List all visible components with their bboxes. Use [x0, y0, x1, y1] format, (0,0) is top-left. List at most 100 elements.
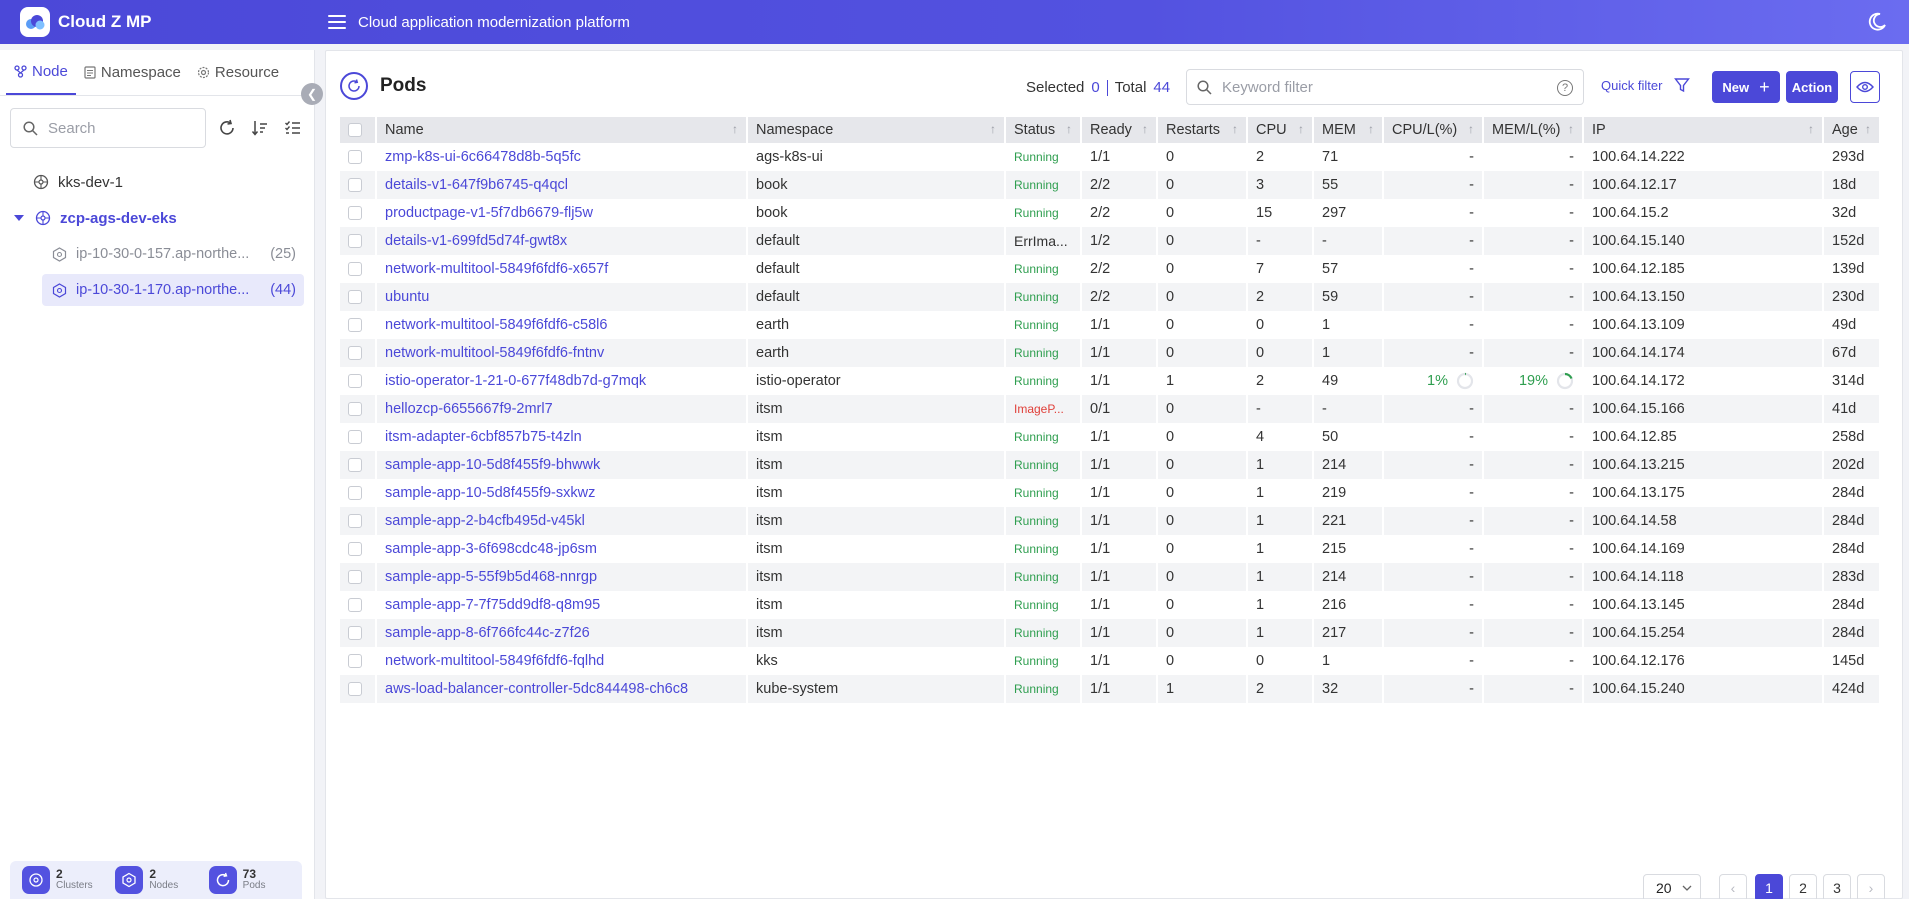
pod-name-link[interactable]: details-v1-699fd5d74f-gwt8x — [385, 233, 568, 249]
view-toggle-button[interactable] — [1850, 71, 1880, 103]
table-row[interactable]: sample-app-5-55f9b5d468-nnrgp itsm Running… — [340, 563, 1880, 591]
prev-page-button[interactable]: ‹ — [1719, 874, 1747, 899]
help-icon[interactable]: ? — [1557, 80, 1573, 96]
table-row[interactable]: aws-load-balancer-controller-5dc844498-c… — [340, 675, 1880, 703]
next-page-button[interactable]: › — [1857, 874, 1885, 899]
table-row[interactable]: sample-app-8-6f766fc44c-z7f26 itsm Running… — [340, 619, 1880, 647]
row-checkbox[interactable] — [348, 150, 362, 165]
pod-name-link[interactable]: sample-app-2-b4cfb495d-v45kl — [385, 513, 585, 529]
refresh-icon[interactable] — [216, 116, 239, 140]
sort-arrow-icon[interactable]: ↑ — [732, 122, 738, 136]
table-row[interactable]: network-multitool-5849f6fdf6-c58l6 earth R… — [340, 311, 1880, 339]
refresh-icon[interactable] — [340, 72, 368, 100]
tree-node-1[interactable]: ip-10-30-0-157.ap-northe... (25) — [42, 238, 304, 270]
keyword-filter-input[interactable] — [1222, 78, 1552, 96]
table-row[interactable]: details-v1-647f9b6745-q4qcl book Running 2/… — [340, 171, 1880, 199]
pod-name-link[interactable]: sample-app-3-6f698cdc48-jp6sm — [385, 541, 597, 557]
table-row[interactable]: hellozcp-6655667f9-2mrl7 itsm ImageP... 0/1… — [340, 395, 1880, 423]
page-button-1[interactable]: 1 — [1755, 874, 1783, 899]
pod-name-link[interactable]: sample-app-10-5d8f455f9-bhwwk — [385, 457, 601, 473]
row-checkbox[interactable] — [348, 570, 362, 585]
caret-down-icon[interactable] — [14, 215, 24, 221]
keyword-filter-box[interactable]: ? — [1186, 69, 1584, 105]
row-checkbox[interactable] — [348, 458, 362, 473]
col-status[interactable]: Status ↑ — [1005, 117, 1082, 143]
checklist-icon[interactable] — [281, 116, 304, 140]
table-row[interactable]: details-v1-699fd5d74f-gwt8x default ErrIma… — [340, 227, 1880, 255]
table-row[interactable]: network-multitool-5849f6fdf6-fqlhd kks Run… — [340, 647, 1880, 675]
sort-arrow-icon[interactable]: ↑ — [1298, 122, 1304, 136]
row-checkbox[interactable] — [348, 262, 362, 277]
hamburger-menu-icon[interactable] — [326, 13, 348, 31]
col-ready[interactable]: Ready ↑ — [1081, 117, 1158, 143]
pod-name-link[interactable]: itsm-adapter-6cbf857b75-t4zln — [385, 429, 582, 445]
pod-name-link[interactable]: sample-app-10-5d8f455f9-sxkwz — [385, 485, 596, 501]
row-checkbox[interactable] — [348, 374, 362, 389]
col-ip[interactable]: IP ↑ — [1583, 117, 1824, 143]
page-button-3[interactable]: 3 — [1823, 874, 1851, 899]
pod-name-link[interactable]: sample-app-7-7f75dd9df8-q8m95 — [385, 597, 601, 613]
sort-arrow-icon[interactable]: ↑ — [1808, 122, 1814, 136]
col-restarts[interactable]: Restarts ↑ — [1157, 117, 1248, 143]
table-row[interactable]: productpage-v1-5f7db6679-flj5w book Runnin… — [340, 199, 1880, 227]
pod-name-link[interactable]: productpage-v1-5f7db6679-flj5w — [385, 205, 593, 221]
pod-name-link[interactable]: details-v1-647f9b6745-q4qcl — [385, 177, 568, 193]
row-checkbox[interactable] — [348, 682, 362, 697]
table-row[interactable]: zmp-k8s-ui-6c66478d8b-5q5fc ags-k8s-ui Run… — [340, 143, 1880, 171]
collapse-sidebar-icon[interactable]: ❮ — [301, 83, 323, 105]
row-checkbox[interactable] — [348, 654, 362, 669]
pod-name-link[interactable]: aws-load-balancer-controller-5dc844498-c… — [385, 681, 689, 697]
col-namespace[interactable]: Namespace ↑ — [747, 117, 1006, 143]
pod-name-link[interactable]: ubuntu — [385, 289, 430, 305]
brand[interactable]: Cloud Z MP — [0, 0, 316, 44]
row-checkbox[interactable] — [348, 318, 362, 333]
page-button-2[interactable]: 2 — [1789, 874, 1817, 899]
sort-arrow-icon[interactable]: ↑ — [1368, 122, 1374, 136]
col-mem[interactable]: MEM ↑ — [1313, 117, 1384, 143]
sort-arrow-icon[interactable]: ↑ — [1232, 122, 1238, 136]
quick-filter-button[interactable]: Quick filter — [1601, 77, 1691, 93]
row-checkbox[interactable] — [348, 234, 362, 249]
tab-namespace[interactable]: Namespace — [76, 50, 189, 95]
stat-pods[interactable]: 73 Pods — [208, 866, 302, 894]
row-checkbox[interactable] — [348, 626, 362, 641]
sort-arrow-icon[interactable]: ↑ — [1066, 122, 1072, 136]
row-checkbox[interactable] — [348, 542, 362, 557]
table-row[interactable]: ubuntu default Running 2/2 0 2 59 - - 100.64.13.1… — [340, 283, 1880, 311]
row-checkbox[interactable] — [348, 206, 362, 221]
tree-node-2[interactable]: ip-10-30-1-170.ap-northe... (44) — [42, 274, 304, 306]
row-checkbox[interactable] — [348, 346, 362, 361]
pod-name-link[interactable]: sample-app-5-55f9b5d468-nnrgp — [385, 569, 598, 585]
select-all-checkbox[interactable] — [348, 123, 362, 138]
row-checkbox[interactable] — [348, 598, 362, 613]
table-row[interactable]: network-multitool-5849f6fdf6-fntnv earth R… — [340, 339, 1880, 367]
row-checkbox[interactable] — [348, 290, 362, 305]
table-row[interactable]: sample-app-2-b4cfb495d-v45kl itsm Running 1… — [340, 507, 1880, 535]
col-age[interactable]: Age ↑ — [1823, 117, 1881, 143]
table-row[interactable]: itsm-adapter-6cbf857b75-t4zln itsm Running… — [340, 423, 1880, 451]
sort-arrow-icon[interactable]: ↑ — [1468, 122, 1474, 136]
pod-name-link[interactable]: hellozcp-6655667f9-2mrl7 — [385, 401, 553, 417]
col-mem-limit[interactable]: MEM/L(%) ↑ — [1483, 117, 1584, 143]
col-cpu-limit[interactable]: CPU/L(%) ↑ — [1383, 117, 1484, 143]
pod-name-link[interactable]: sample-app-8-6f766fc44c-z7f26 — [385, 625, 590, 641]
pod-name-link[interactable]: network-multitool-5849f6fdf6-fqlhd — [385, 653, 605, 669]
table-row[interactable]: sample-app-7-7f75dd9df8-q8m95 itsm Running… — [340, 591, 1880, 619]
table-row[interactable]: sample-app-10-5d8f455f9-bhwwk itsm Running… — [340, 451, 1880, 479]
tab-resource[interactable]: Resource — [189, 50, 287, 95]
moon-icon[interactable] — [1867, 12, 1887, 32]
table-row[interactable]: istio-operator-1-21-0-677f48db7d-g7mqk is… — [340, 367, 1880, 395]
sort-arrow-icon[interactable]: ↑ — [1865, 122, 1871, 136]
page-size-select[interactable]: 20 — [1643, 874, 1701, 899]
pod-name-link[interactable]: network-multitool-5849f6fdf6-c58l6 — [385, 317, 608, 333]
table-row[interactable]: sample-app-10-5d8f455f9-sxkwz itsm Running… — [340, 479, 1880, 507]
table-row[interactable]: sample-app-3-6f698cdc48-jp6sm itsm Running… — [340, 535, 1880, 563]
stat-clusters[interactable]: 2 Clusters — [22, 866, 115, 894]
stat-nodes[interactable]: 2 Nodes — [115, 866, 208, 894]
sort-icon[interactable] — [249, 116, 272, 140]
col-cpu[interactable]: CPU ↑ — [1247, 117, 1314, 143]
tree-cluster-kks-dev-1[interactable]: kks-dev-1 — [10, 166, 304, 198]
sort-arrow-icon[interactable]: ↑ — [1568, 122, 1574, 136]
new-button[interactable]: New + — [1712, 71, 1780, 103]
sort-arrow-icon[interactable]: ↑ — [990, 122, 996, 136]
